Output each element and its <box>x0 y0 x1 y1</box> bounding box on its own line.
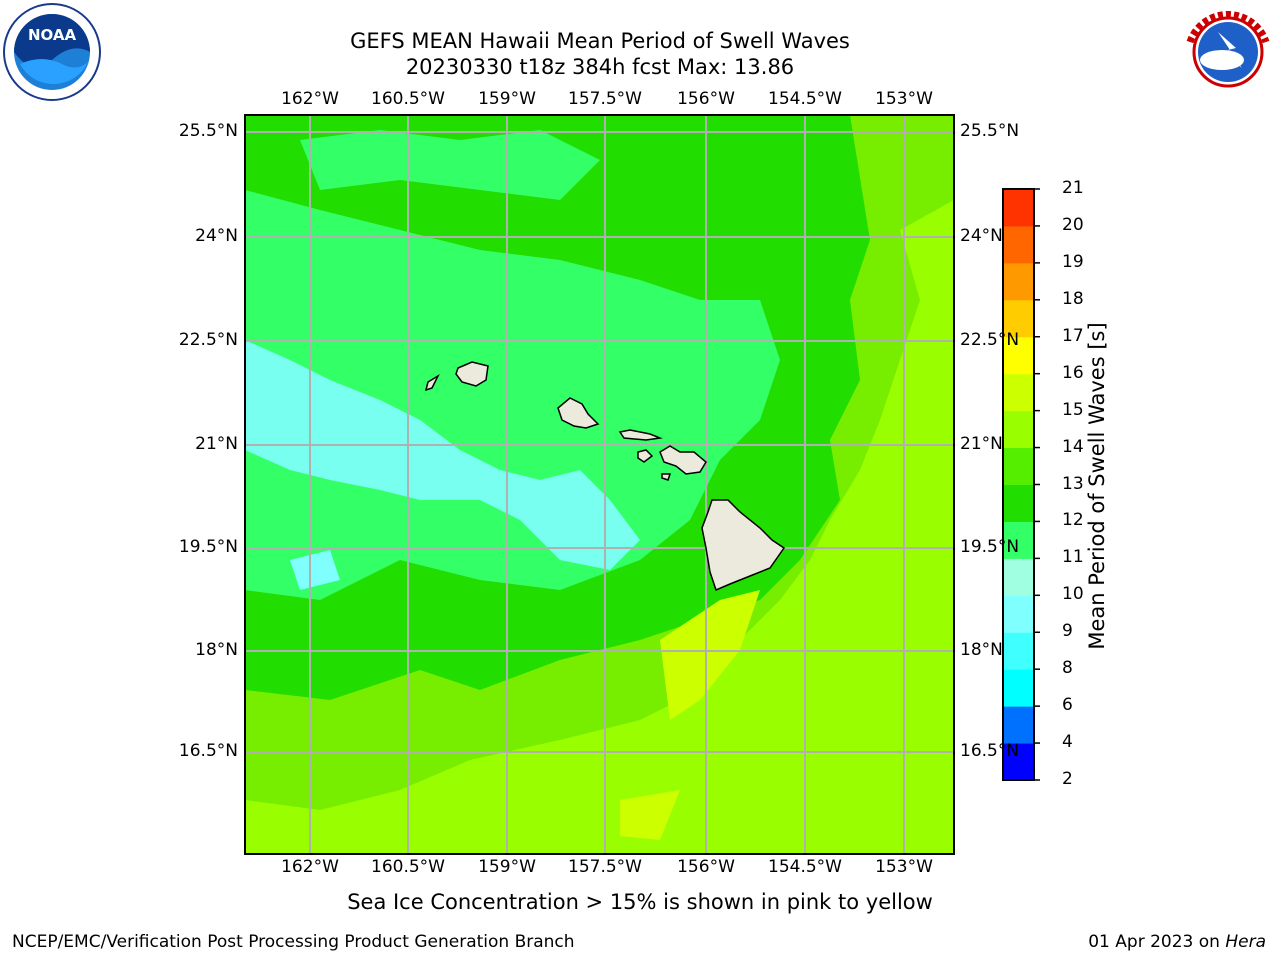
colorbar-segment <box>1003 743 1034 781</box>
colorbar-label: 21 <box>1062 178 1084 198</box>
lon-tick-label-bottom: 159°W <box>478 857 536 877</box>
colorbar-segment <box>1003 669 1034 707</box>
lon-tick-label-bottom: 153°W <box>875 857 933 877</box>
contour-14-15 <box>620 790 680 840</box>
footer-machine: Hera <box>1225 932 1266 952</box>
lon-tick-label-bottom: 162°W <box>281 857 339 877</box>
lat-tick-label-left: 16.5°N <box>178 741 238 761</box>
colorbar-segment <box>1003 632 1034 670</box>
footer-credit: NCEP/EMC/Verification Post Processing Pr… <box>12 932 575 952</box>
colorbar-segment <box>1003 558 1034 596</box>
colorbar-segment <box>1003 262 1034 301</box>
island-kahoolawe <box>661 473 672 481</box>
island-kauai <box>455 361 489 387</box>
colorbar-label: 17 <box>1062 325 1084 346</box>
lon-tick-label-top: 157.5°W <box>568 89 642 109</box>
lat-tick-label-left: 22.5°N <box>178 330 238 350</box>
island-oahu <box>557 397 600 429</box>
colorbar-segment <box>1003 336 1034 375</box>
colorbar-label: 20 <box>1062 214 1084 235</box>
contour-10-11 <box>245 190 780 600</box>
lon-tick-label-top: 154.5°W <box>768 89 842 109</box>
colorbar-label: 19 <box>1062 251 1084 272</box>
colorbar <box>1002 188 1040 781</box>
colorbar-label: 9 <box>1062 621 1073 642</box>
colorbar-segment <box>1003 484 1034 522</box>
island-lanai <box>637 449 654 463</box>
footer-date: 01 Apr 2023 on Hera <box>1088 932 1266 952</box>
lat-tick-label-right: 18°N <box>960 640 1003 660</box>
sea-ice-note: Sea Ice Concentration > 15% is shown in … <box>347 890 933 914</box>
island-molokai <box>618 429 663 441</box>
colorbar-segment <box>1003 521 1034 559</box>
lat-tick-label-right: 21°N <box>960 434 1003 454</box>
colorbar-segment <box>1003 299 1034 338</box>
colorbar-label: 13 <box>1062 473 1084 494</box>
lat-tick-label-right: 24°N <box>960 226 1003 246</box>
colorbar-label: 2 <box>1062 769 1073 789</box>
lon-tick-label-bottom: 160.5°W <box>371 857 445 877</box>
lat-tick-label-left: 24°N <box>195 226 238 246</box>
map-frame <box>244 114 955 855</box>
lon-tick-label-bottom: 156°W <box>677 857 735 877</box>
colorbar-label: 14 <box>1062 436 1084 457</box>
colorbar-segment <box>1003 595 1034 633</box>
colorbar-label: 10 <box>1062 584 1084 605</box>
lon-tick-label-top: 160.5°W <box>371 89 445 109</box>
lon-tick-label-bottom: 157.5°W <box>568 857 642 877</box>
nws-logo <box>1180 4 1276 100</box>
colorbar-title: Mean Period of Swell Waves [s] <box>1085 322 1109 650</box>
lon-tick-label-top: 156°W <box>677 89 735 109</box>
island-hawaii <box>701 499 786 592</box>
colorbar-label: 6 <box>1062 695 1073 716</box>
svg-text:NOAA: NOAA <box>28 26 77 44</box>
contour-9-10 <box>290 550 340 590</box>
contour-14-15 <box>660 590 760 720</box>
lat-tick-label-right: 22.5°N <box>960 330 1020 350</box>
colorbar-label: 16 <box>1062 362 1084 383</box>
colorbar-label: 12 <box>1062 510 1084 531</box>
lon-tick-label-top: 153°W <box>875 89 933 109</box>
colorbar-segment <box>1003 189 1034 227</box>
colorbar-segment <box>1003 447 1034 485</box>
contour-9-10 <box>245 340 640 570</box>
colorbar-label: 15 <box>1062 399 1084 420</box>
colorbar-segment <box>1003 410 1034 449</box>
colorbar-label: 11 <box>1062 547 1084 568</box>
lon-tick-label-bottom: 154.5°W <box>768 857 842 877</box>
colorbar-label: 18 <box>1062 288 1084 309</box>
map-title: GEFS MEAN Hawaii Mean Period of Swell Wa… <box>350 29 850 53</box>
lat-tick-label-left: 19.5°N <box>178 537 238 557</box>
island-maui <box>659 445 707 475</box>
map-subtitle-run: 20230330 t18z 384h fcst Max: 13.86 <box>405 55 795 79</box>
lat-tick-label-left: 18°N <box>195 640 238 660</box>
contour-13-14 <box>245 200 954 854</box>
island-niihau <box>424 374 440 392</box>
lat-tick-label-right: 19.5°N <box>960 537 1020 557</box>
colorbar-label: 8 <box>1062 658 1073 679</box>
lat-tick-label-right: 25.5°N <box>960 121 1020 141</box>
lon-tick-label-top: 162°W <box>281 89 339 109</box>
lat-tick-label-right: 16.5°N <box>960 741 1020 761</box>
colorbar-segment <box>1003 225 1034 264</box>
lon-tick-label-top: 159°W <box>478 89 536 109</box>
colorbar-segment <box>1003 373 1034 412</box>
colorbar-segment <box>1003 706 1034 744</box>
colorbar-label: 4 <box>1062 732 1073 753</box>
noaa-logo: NOAA <box>3 3 101 101</box>
contour-10-11 <box>300 130 600 200</box>
lat-tick-label-left: 21°N <box>195 434 238 454</box>
lat-tick-label-left: 25.5°N <box>178 121 238 141</box>
